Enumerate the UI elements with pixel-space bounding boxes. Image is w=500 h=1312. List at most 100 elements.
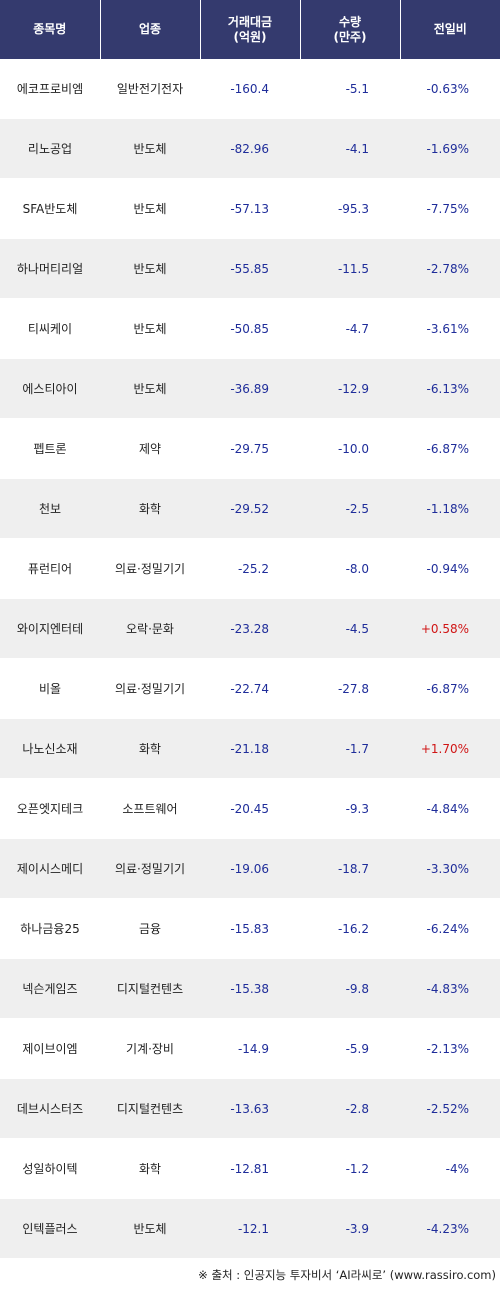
price-change: -2.13%	[400, 1018, 500, 1079]
stock-sector: 의료·정밀기기	[100, 838, 200, 899]
trade-amount: -29.75	[200, 418, 300, 479]
trade-amount: -21.18	[200, 718, 300, 779]
price-change: -4.84%	[400, 778, 500, 839]
trade-amount: -14.9	[200, 1018, 300, 1079]
trade-amount: -29.52	[200, 478, 300, 539]
stock-sector: 반도체	[100, 1198, 200, 1259]
stock-sector: 디지털컨텐츠	[100, 958, 200, 1019]
stock-name: 제이브이엠	[0, 1018, 100, 1079]
table-row: 제이시스메디 의료·정밀기기 -19.06 -18.7 -3.30%	[0, 838, 500, 899]
table-row: 에코프로비엠 일반전기전자 -160.4 -5.1 -0.63%	[0, 59, 500, 119]
stock-sector: 기계·장비	[100, 1018, 200, 1079]
price-change: -6.87%	[400, 658, 500, 719]
table-row: SFA반도체 반도체 -57.13 -95.3 -7.75%	[0, 178, 500, 239]
price-change: -6.13%	[400, 358, 500, 419]
trade-volume: -95.3	[300, 178, 400, 239]
price-change: -1.69%	[400, 118, 500, 179]
stock-name: 성일하이텍	[0, 1138, 100, 1199]
trade-volume: -8.0	[300, 538, 400, 599]
stock-sector: 디지털컨텐츠	[100, 1078, 200, 1139]
table-row: 넥슨게임즈 디지털컨텐츠 -15.38 -9.8 -4.83%	[0, 958, 500, 1019]
header-volume-title: 수량	[338, 14, 362, 29]
trade-amount: -50.85	[200, 298, 300, 359]
trade-amount: -19.06	[200, 838, 300, 899]
trade-amount: -13.63	[200, 1078, 300, 1139]
header-change: 전일비	[400, 0, 500, 59]
stock-name: SFA반도체	[0, 178, 100, 239]
trade-volume: -2.5	[300, 478, 400, 539]
stock-name: 나노신소재	[0, 718, 100, 779]
price-change: -2.78%	[400, 238, 500, 299]
price-change: -4.83%	[400, 958, 500, 1019]
table-row: 나노신소재 화학 -21.18 -1.7 +1.70%	[0, 718, 500, 779]
stock-sector: 의료·정밀기기	[100, 658, 200, 719]
header-name: 종목명	[0, 0, 101, 59]
header-amount-unit: (억원)	[233, 29, 267, 44]
price-change: -0.63%	[400, 59, 500, 119]
table-row: 퓨런티어 의료·정밀기기 -25.2 -8.0 -0.94%	[0, 538, 500, 599]
stock-sector: 반도체	[100, 238, 200, 299]
stock-sector: 화학	[100, 478, 200, 539]
header-volume-unit: (만주)	[333, 29, 367, 44]
stock-sector: 제약	[100, 418, 200, 479]
table-body: 에코프로비엠 일반전기전자 -160.4 -5.1 -0.63% 리노공업 반도체 -82.9…	[0, 59, 500, 1259]
stock-name: 에스티아이	[0, 358, 100, 419]
price-change: -3.61%	[400, 298, 500, 359]
stock-name: 에코프로비엠	[0, 59, 100, 119]
table-header: 종목명 업종 거래대금 (억원) 수량 (만주) 전일비	[0, 0, 500, 59]
table-row: 천보 화학 -29.52 -2.5 -1.18%	[0, 478, 500, 539]
trade-volume: -9.8	[300, 958, 400, 1019]
trade-amount: -25.2	[200, 538, 300, 599]
stock-name: 펩트론	[0, 418, 100, 479]
table-row: 제이브이엠 기계·장비 -14.9 -5.9 -2.13%	[0, 1018, 500, 1079]
stock-name: 퓨런티어	[0, 538, 100, 599]
trade-volume: -2.8	[300, 1078, 400, 1139]
stock-sector: 금융	[100, 898, 200, 959]
trade-volume: -12.9	[300, 358, 400, 419]
price-change: -6.87%	[400, 418, 500, 479]
stock-name: 천보	[0, 478, 100, 539]
price-change: -2.52%	[400, 1078, 500, 1139]
trade-amount: -55.85	[200, 238, 300, 299]
table-row: 하나금융25 금융 -15.83 -16.2 -6.24%	[0, 898, 500, 959]
stock-sector: 소프트웨어	[100, 778, 200, 839]
trade-volume: -10.0	[300, 418, 400, 479]
price-change: -4%	[400, 1138, 500, 1199]
trade-amount: -12.1	[200, 1198, 300, 1259]
table-row: 인텍플러스 반도체 -12.1 -3.9 -4.23%	[0, 1198, 500, 1259]
trade-volume: -27.8	[300, 658, 400, 719]
stock-name: 비올	[0, 658, 100, 719]
price-change: +1.70%	[400, 718, 500, 779]
header-amount: 거래대금 (억원)	[200, 0, 301, 59]
stock-name: 넥슨게임즈	[0, 958, 100, 1019]
price-change: -7.75%	[400, 178, 500, 239]
trade-volume: -11.5	[300, 238, 400, 299]
trade-volume: -5.9	[300, 1018, 400, 1079]
table-row: 와이지엔터테 오락·문화 -23.28 -4.5 +0.58%	[0, 598, 500, 659]
trade-volume: -16.2	[300, 898, 400, 959]
stock-sector: 오락·문화	[100, 598, 200, 659]
header-amount-title: 거래대금	[227, 14, 273, 29]
stock-sector: 화학	[100, 718, 200, 779]
header-volume: 수량 (만주)	[300, 0, 401, 59]
stock-name: 오픈엣지테크	[0, 778, 100, 839]
table-row: 성일하이텍 화학 -12.81 -1.2 -4%	[0, 1138, 500, 1199]
price-change: -0.94%	[400, 538, 500, 599]
stock-name: 와이지엔터테	[0, 598, 100, 659]
trade-volume: -9.3	[300, 778, 400, 839]
table-row: 에스티아이 반도체 -36.89 -12.9 -6.13%	[0, 358, 500, 419]
table-row: 오픈엣지테크 소프트웨어 -20.45 -9.3 -4.84%	[0, 778, 500, 839]
price-change: -6.24%	[400, 898, 500, 959]
trade-amount: -36.89	[200, 358, 300, 419]
trade-amount: -15.83	[200, 898, 300, 959]
trade-amount: -57.13	[200, 178, 300, 239]
trade-amount: -20.45	[200, 778, 300, 839]
trade-amount: -82.96	[200, 118, 300, 179]
stock-sector: 반도체	[100, 118, 200, 179]
header-sector: 업종	[100, 0, 201, 59]
trade-volume: -1.2	[300, 1138, 400, 1199]
trade-volume: -4.7	[300, 298, 400, 359]
table-row: 비올 의료·정밀기기 -22.74 -27.8 -6.87%	[0, 658, 500, 719]
price-change: +0.58%	[400, 598, 500, 659]
trade-volume: -4.1	[300, 118, 400, 179]
